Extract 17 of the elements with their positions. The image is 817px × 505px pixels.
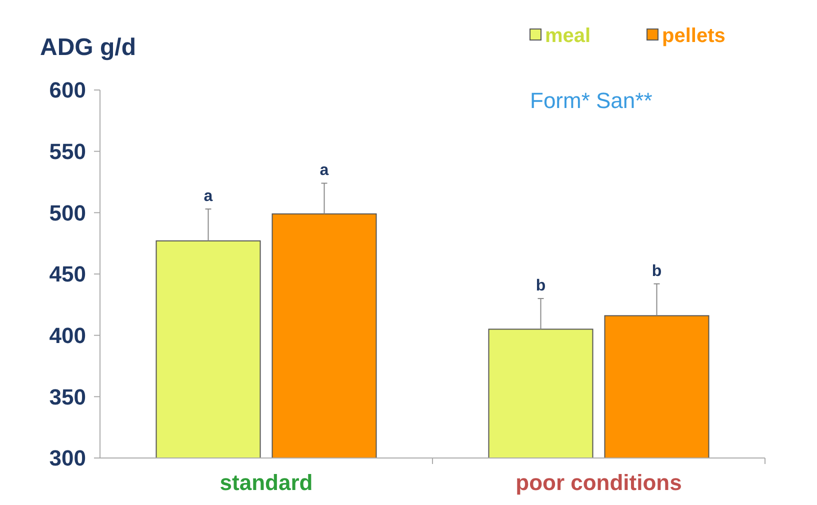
x-tick-label: standard: [220, 470, 313, 495]
y-tick-label: 400: [49, 323, 86, 348]
y-tick-label: 300: [49, 446, 86, 471]
y-tick-label: 600: [49, 78, 86, 103]
y-tick-label: 500: [49, 200, 86, 226]
annotation: Form* San**: [530, 88, 653, 113]
legend-label: pellets: [662, 25, 726, 47]
data-label: a: [204, 188, 213, 205]
y-tick-label: 450: [49, 262, 86, 287]
x-tick-label: poor conditions: [516, 470, 682, 495]
y-tick-label: 350: [49, 384, 86, 410]
y-axis-title: ADG g/d: [40, 34, 136, 61]
legend-label: meal: [545, 25, 591, 47]
y-tick-label: 550: [49, 139, 86, 164]
data-label: a: [320, 162, 329, 180]
data-label: b: [536, 278, 546, 295]
data-label: b: [652, 262, 662, 280]
